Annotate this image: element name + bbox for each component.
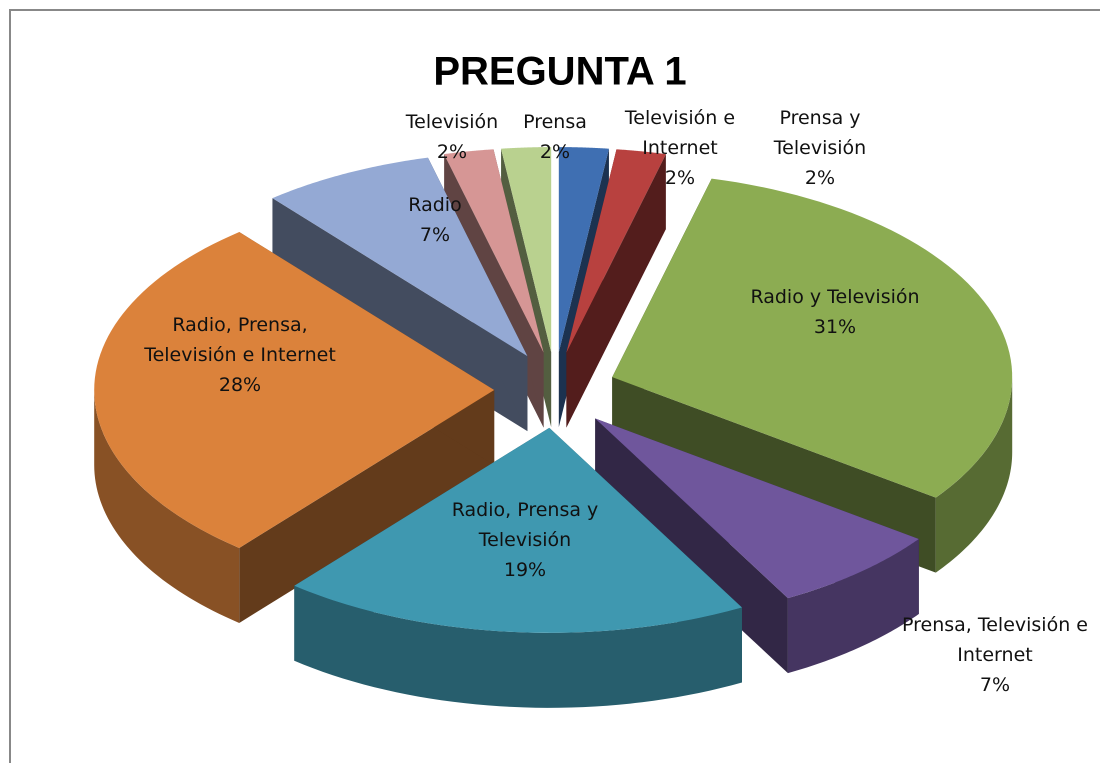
slice-value: 19% <box>503 559 547 581</box>
slice-label: Radio, Prensa, Televisión e Internet 28% <box>125 310 355 400</box>
slice <box>566 149 666 353</box>
slice-name: Radio y Televisión <box>750 286 920 308</box>
slice-value: 7% <box>979 674 1011 696</box>
slice-name: Prensa <box>523 111 587 133</box>
slice-side <box>94 390 240 623</box>
slice-label: Prensa, Televisión e Internet 7% <box>895 610 1095 700</box>
slice-side <box>239 390 495 623</box>
slice <box>501 147 552 353</box>
slice-side <box>294 585 742 708</box>
slice-name: Televisión <box>405 111 499 133</box>
slice-label: Radio, Prensa y Televisión 19% <box>425 495 625 585</box>
slice-name: Radio, Prensa, Televisión e Internet <box>144 314 336 366</box>
slice-value: 2% <box>436 141 468 163</box>
slice-name: Prensa, Televisión e Internet <box>901 614 1088 666</box>
slice-label: Radio y Televisión 31% <box>705 282 965 342</box>
slice-name: Televisión e Internet <box>624 107 736 159</box>
slice-label: Prensa y Televisión 2% <box>745 103 895 193</box>
slice-label: Radio 7% <box>395 190 475 250</box>
slice-value: 2% <box>804 167 836 189</box>
slice-value: 7% <box>419 224 451 246</box>
slice-side <box>787 539 919 674</box>
slice-value: 28% <box>218 374 262 396</box>
slice-name: Radio, Prensa y Televisión <box>451 499 599 551</box>
slice-side <box>935 377 1013 573</box>
slice-value: 31% <box>813 316 857 338</box>
slice <box>94 232 495 548</box>
slice-label: Televisión 2% <box>392 107 512 167</box>
slice-name: Prensa y Televisión <box>773 107 867 159</box>
slice <box>558 147 609 353</box>
slice-label: Prensa 2% <box>510 107 600 167</box>
slice-side <box>566 154 666 428</box>
slice <box>272 157 528 357</box>
slice <box>595 418 919 599</box>
slice-value: 2% <box>539 141 571 163</box>
slice <box>294 427 742 633</box>
slice-value: 2% <box>664 167 696 189</box>
slice-name: Radio <box>408 194 462 216</box>
slice-label: Televisión e Internet 2% <box>600 103 760 193</box>
slice <box>444 149 544 353</box>
chart-title: PREGUNTA 1 <box>433 49 687 94</box>
slice <box>612 178 1013 498</box>
